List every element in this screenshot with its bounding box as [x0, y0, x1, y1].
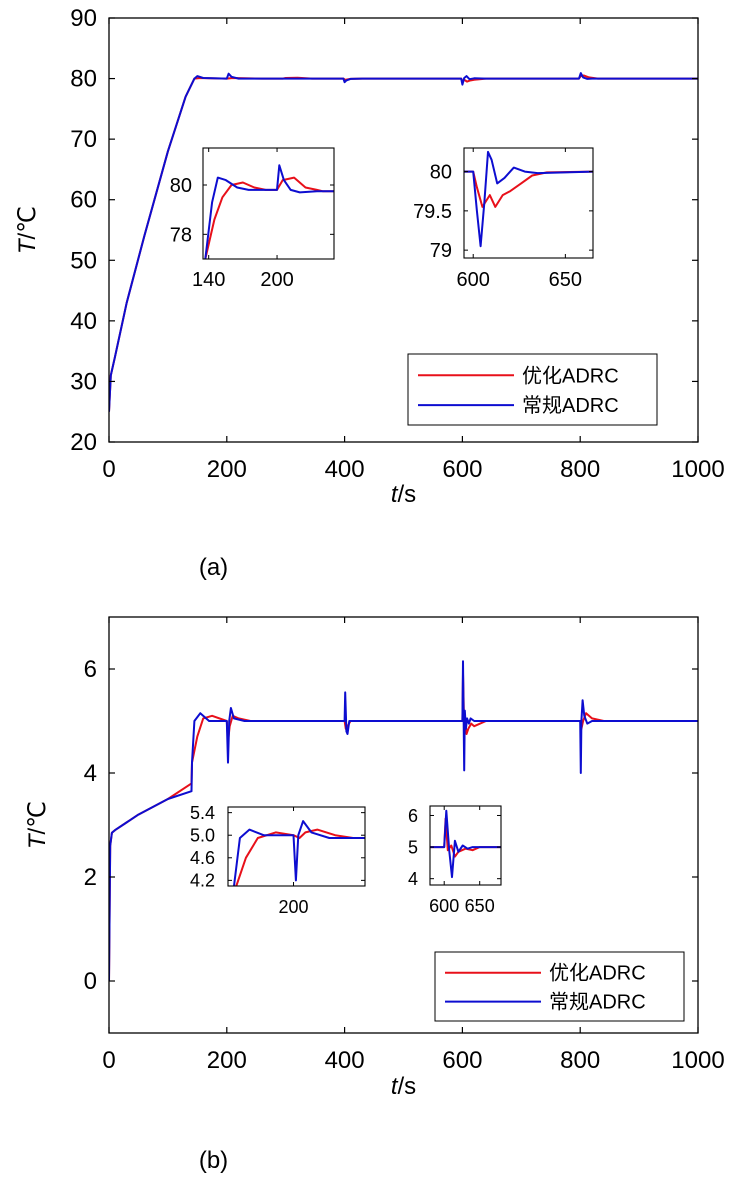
x-tick-label: 800 — [560, 1047, 600, 1074]
y-axis-label-var: T — [24, 832, 51, 849]
y-tick-label: 60 — [70, 187, 97, 214]
inset-y-tick-label: 5.4 — [190, 803, 215, 823]
inset-x-tick-label: 200 — [260, 269, 293, 291]
y-tick-label: 40 — [70, 308, 97, 335]
x-tick-label: 800 — [560, 456, 600, 483]
inset-y-tick-label: 80 — [170, 175, 192, 197]
x-tick-label: 600 — [442, 1047, 482, 1074]
y-tick-label: 6 — [84, 656, 97, 683]
series-line-conventional — [204, 164, 334, 259]
y-axis-label-unit: /℃ — [14, 206, 41, 240]
inset-y-tick-label: 5.0 — [190, 826, 215, 846]
y-tick-label: 4 — [84, 760, 97, 787]
series-line-conventional — [233, 820, 365, 886]
inset-x-tick-label: 600 — [429, 896, 459, 916]
inset-x-tick-label: 200 — [278, 897, 308, 917]
x-tick-label: 400 — [325, 1047, 365, 1074]
inset-plot: 79 79.5 80 600 650 — [413, 147, 594, 291]
x-axis-label: t/s — [391, 1073, 416, 1100]
inset-y-tick-label: 4 — [408, 869, 418, 889]
inset-x-tick-label: 140 — [192, 269, 225, 291]
x-tick-label: 200 — [207, 456, 247, 483]
y-axis-label: T/℃ — [24, 801, 51, 849]
inset-y-tick-label: 5 — [408, 837, 418, 857]
y-axis-label: T/℃ — [14, 206, 41, 254]
inset-frame — [202, 147, 335, 260]
inset-background — [203, 148, 334, 259]
x-axis-label-unit: /s — [398, 1073, 417, 1100]
x-axis-label: t/s — [391, 481, 416, 508]
x-tick-label: 600 — [442, 456, 482, 483]
x-axis-label-var: t — [391, 481, 399, 508]
inset-plot: 78 80 140 200 — [170, 147, 335, 291]
chart-panel-a: 20 30 40 50 60 70 80 90 0 200 400 600 800 1000 t/s T/℃ (… — [14, 5, 725, 581]
x-axis-label-var: t — [391, 1073, 399, 1100]
legend-label: 常规ADRC — [522, 394, 619, 417]
legend-box — [434, 951, 685, 1022]
legend: 优化ADRC 常规ADRC — [407, 353, 658, 426]
plot-frame — [108, 616, 699, 1034]
series-line-conventional — [430, 809, 501, 879]
y-axis-label-var: T — [14, 237, 41, 254]
x-tick-label: 0 — [102, 1047, 115, 1074]
legend-label: 优化ADRC — [522, 364, 619, 387]
legend: 优化ADRC 常规ADRC — [434, 951, 685, 1022]
x-tick-label: 200 — [207, 1047, 247, 1074]
x-tick-label: 1000 — [671, 456, 724, 483]
y-tick-label: 80 — [70, 66, 97, 93]
inset-x-tick-label: 650 — [465, 896, 495, 916]
panel-label: (b) — [199, 1147, 228, 1174]
inset-y-tick-label: 78 — [170, 224, 192, 246]
series-line-optimized — [464, 170, 593, 208]
y-tick-label: 20 — [70, 429, 97, 456]
inset-y-tick-label: 6 — [408, 806, 418, 826]
x-axis-label-unit: /s — [398, 481, 417, 508]
inset-y-tick-label: 79.5 — [413, 201, 452, 223]
x-tick-label: 0 — [102, 456, 115, 483]
x-tick-label: 400 — [325, 456, 365, 483]
inset-y-tick-label: 4.2 — [190, 871, 215, 891]
y-tick-label: 2 — [84, 864, 97, 891]
inset-background — [430, 806, 501, 885]
inset-x-tick-label: 600 — [457, 269, 490, 291]
y-tick-label: 50 — [70, 247, 97, 274]
legend-label: 优化ADRC — [549, 962, 646, 985]
y-tick-label: 30 — [70, 368, 97, 395]
y-tick-label: 90 — [70, 5, 97, 32]
inset-frame — [463, 147, 594, 259]
legend-label: 常规ADRC — [549, 991, 646, 1014]
series-line-conventional — [109, 72, 698, 412]
chart-panel-b: 0 2 4 6 0 200 400 600 800 1000 t/s T/℃ (b) 4.2 4.65.0 5… — [24, 616, 725, 1174]
y-tick-label: 70 — [70, 126, 97, 153]
series-line-conventional — [109, 660, 698, 982]
series-line-conventional — [464, 150, 593, 248]
inset-y-tick-label: 4.6 — [190, 848, 215, 868]
x-tick-label: 1000 — [671, 1047, 724, 1074]
inset-plot: 4.2 4.65.0 5.4 200 — [190, 803, 366, 917]
y-tick-label: 0 — [84, 968, 97, 995]
inset-plot: 4 5 6 600 650 — [408, 805, 502, 916]
inset-frame — [429, 805, 502, 886]
series-line-optimized — [235, 828, 365, 886]
inset-x-tick-label: 650 — [549, 269, 582, 291]
inset-frame — [227, 806, 366, 887]
inset-y-tick-label: 80 — [430, 162, 452, 184]
y-axis-label-unit: /℃ — [24, 801, 51, 835]
plot-frame — [108, 17, 699, 443]
legend-box — [407, 353, 658, 426]
panel-label: (a) — [199, 554, 228, 581]
inset-y-tick-label: 79 — [430, 240, 452, 262]
